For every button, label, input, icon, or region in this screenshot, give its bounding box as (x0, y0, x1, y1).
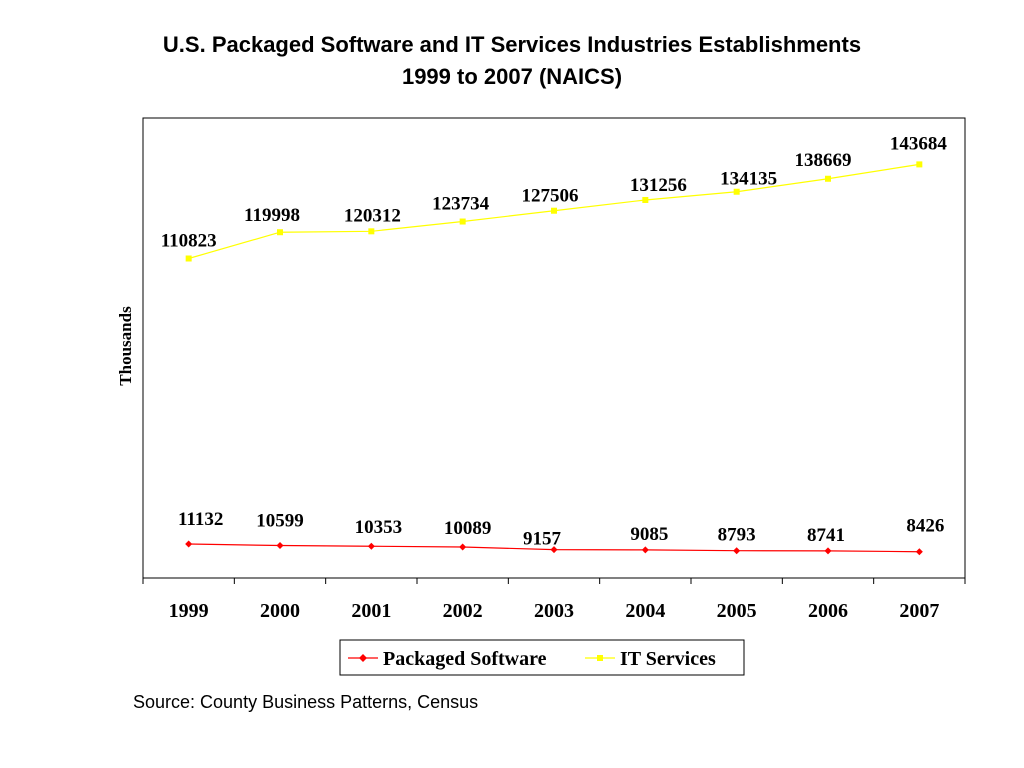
data-label-packaged-software: 8426 (906, 516, 944, 537)
x-tick-label: 2003 (534, 600, 574, 622)
legend-marker-it-services (597, 655, 603, 661)
data-point-it-services (825, 175, 831, 182)
legend-box (339, 639, 745, 676)
data-label-it-services: 127506 (522, 186, 579, 207)
data-point-packaged-software (733, 547, 741, 555)
data-point-packaged-software (824, 547, 832, 555)
x-tick-label: 2004 (625, 600, 665, 622)
data-label-packaged-software: 10089 (444, 518, 492, 539)
data-point-packaged-software (276, 542, 284, 550)
x-tick-label: 2000 (260, 600, 300, 622)
source-note: Source: County Business Patterns, Census (133, 692, 479, 712)
data-label-packaged-software: 11132 (178, 509, 223, 530)
data-point-it-services (551, 207, 557, 214)
x-tick-label: 2005 (717, 600, 757, 622)
data-label-it-services: 123734 (432, 194, 490, 215)
data-label-packaged-software: 9157 (523, 529, 562, 550)
data-point-packaged-software (185, 540, 193, 548)
data-label-it-services: 120312 (344, 205, 401, 226)
data-label-it-services: 138669 (795, 150, 852, 171)
data-point-it-services (368, 228, 375, 235)
x-tick-label: 2007 (899, 600, 939, 622)
data-label-packaged-software: 10599 (256, 511, 304, 532)
data-point-it-services (733, 188, 740, 195)
legend: Packaged Software IT Services (339, 639, 745, 676)
legend-marker-packaged-software (359, 654, 367, 662)
x-tick-label: 2002 (443, 600, 483, 622)
data-label-it-services: 131256 (630, 175, 687, 196)
data-point-packaged-software (550, 546, 558, 554)
data-point-it-services (459, 218, 466, 225)
data-label-it-services: 134135 (720, 169, 777, 190)
data-point-it-services (185, 255, 192, 262)
data-label-packaged-software: 10353 (355, 517, 403, 538)
data-point-packaged-software (915, 548, 923, 556)
y-axis-label: Thousands (116, 306, 135, 386)
data-label-it-services: 143684 (890, 133, 948, 154)
plot-area (142, 117, 966, 579)
data-label-packaged-software: 8741 (807, 525, 845, 546)
data-label-packaged-software: 8793 (718, 525, 756, 546)
data-point-packaged-software (641, 546, 649, 554)
data-point-it-services (277, 229, 283, 236)
data-label-packaged-software: 9085 (630, 524, 668, 545)
legend-label-packaged-software: Packaged Software (383, 648, 547, 670)
data-point-packaged-software (459, 543, 467, 551)
data-label-it-services: 119998 (244, 205, 300, 226)
chart-title-line-1: U.S. Packaged Software and IT Services I… (162, 32, 862, 57)
data-point-it-services (642, 196, 649, 203)
chart-title-line-2: 1999 to 2007 (NAICS) (401, 64, 623, 89)
legend-label-it-services: IT Services (620, 648, 716, 670)
x-tick-label: 2006 (808, 600, 848, 622)
data-point-it-services (916, 161, 923, 168)
x-tick-label: 1999 (169, 600, 209, 622)
x-tick-label: 2001 (351, 600, 391, 622)
data-label-it-services: 110823 (161, 231, 217, 252)
data-point-packaged-software (367, 542, 375, 550)
